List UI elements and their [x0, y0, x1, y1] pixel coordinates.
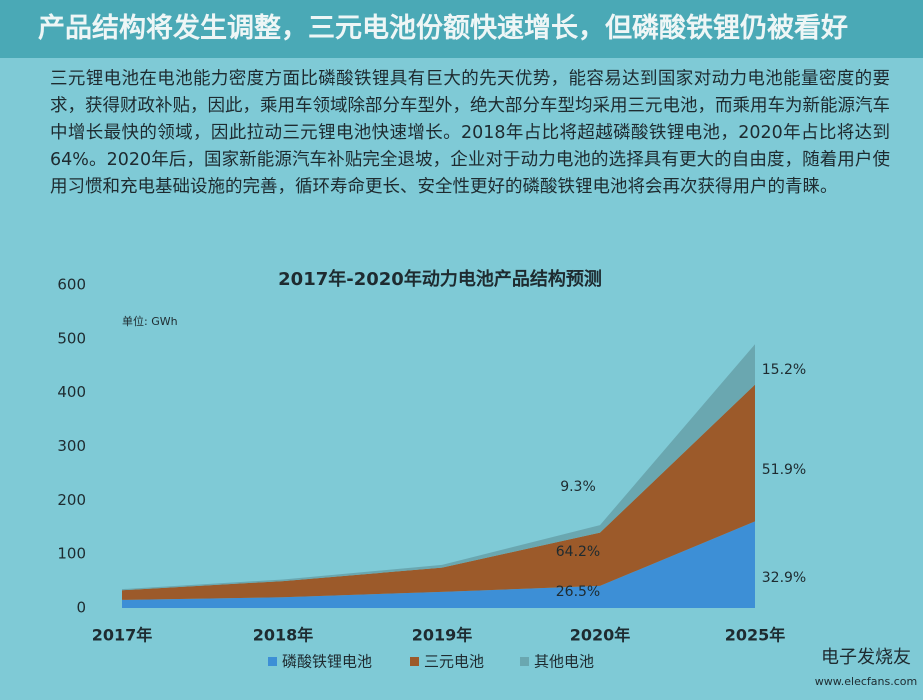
area [122, 521, 755, 608]
slide-paragraph: 三元锂电池在电池能力密度方面比磷酸铁锂具有巨大的先天优势，能容易达到国家对动力电… [50, 69, 890, 197]
watermark-url: www.elecfans.com [815, 675, 917, 688]
area [122, 384, 755, 600]
annotation: 26.5% [556, 584, 600, 600]
x-tick-label: 2020年 [570, 626, 631, 645]
y-tick-label: 600 [57, 276, 86, 294]
chart-title: 2017年-2020年动力电池产品结构预测 [278, 268, 602, 290]
legend-swatch [520, 657, 529, 666]
y-tick-label: 100 [57, 545, 86, 563]
annotation: 15.2% [762, 362, 806, 378]
y-tick-label: 500 [57, 329, 86, 347]
y-tick-label: 200 [57, 491, 86, 509]
legend-label: 磷酸铁锂电池 [282, 653, 372, 671]
x-tick-label: 2017年 [92, 626, 153, 645]
annotation: 9.3% [560, 479, 596, 495]
x-tick-label: 2019年 [412, 626, 473, 645]
y-tick-label: 400 [57, 383, 86, 401]
area [122, 344, 755, 591]
legend-swatch [268, 657, 277, 666]
unit-label: 单位: GWh [122, 314, 178, 328]
annotation: 51.9% [762, 462, 806, 478]
legend-label: 其他电池 [534, 653, 594, 671]
annotation: 32.9% [762, 570, 806, 586]
x-tick-label: 2025年 [725, 626, 786, 645]
legend-swatch [410, 657, 419, 666]
annotation: 64.2% [556, 544, 600, 560]
legend-label: 三元电池 [424, 653, 484, 671]
y-tick-label: 0 [76, 599, 86, 617]
slide-title: 产品结构将发生调整，三元电池份额快速增长，但磷酸铁锂仍被看好 [0, 0, 923, 58]
y-tick-label: 300 [57, 437, 86, 455]
x-tick-label: 2018年 [253, 626, 314, 645]
watermark-brand: 电子发烧友 [821, 647, 911, 668]
